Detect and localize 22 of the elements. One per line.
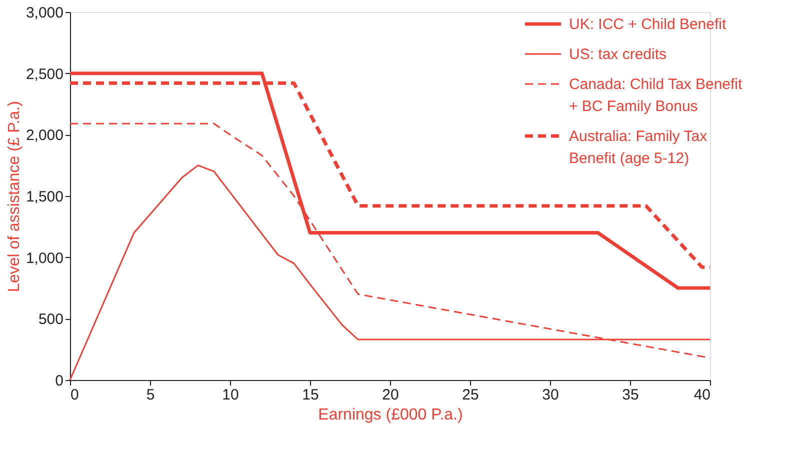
y-tick-label: 3,000: [26, 4, 64, 22]
x-tick-label: 40: [694, 386, 710, 404]
x-axis-title: Earnings (£000 P.a.): [318, 406, 463, 424]
x-tick-label: 15: [302, 386, 319, 404]
y-tick-label: 2,000: [26, 127, 64, 144]
legend-label: US: tax credits: [569, 46, 667, 63]
y-tick-label: 1,000: [26, 250, 64, 267]
x-tick-label: 10: [222, 386, 239, 404]
y-tick-label: 2,500: [26, 66, 64, 83]
y-axis-title: Level of assistance (£ P.a.): [6, 101, 23, 292]
x-tick-label: 25: [462, 386, 479, 404]
x-tick-label: 30: [542, 386, 559, 404]
y-tick-label: 0: [55, 372, 64, 390]
legend-label: Australia: Family Tax Benefit (age 5-12): [569, 128, 708, 167]
y-tick-label: 1,500: [26, 188, 64, 206]
y-tick-label: 500: [38, 311, 64, 328]
x-tick-label: 20: [382, 386, 399, 404]
x-tick-label: 35: [622, 386, 639, 404]
legend-label: UK: ICC + Child Benefit: [569, 16, 727, 33]
x-tick-label: 5: [146, 386, 155, 404]
x-tick-label: 0: [70, 386, 79, 404]
legend-label: Canada: Child Tax Benefit + BC Family Bonus: [569, 76, 743, 115]
